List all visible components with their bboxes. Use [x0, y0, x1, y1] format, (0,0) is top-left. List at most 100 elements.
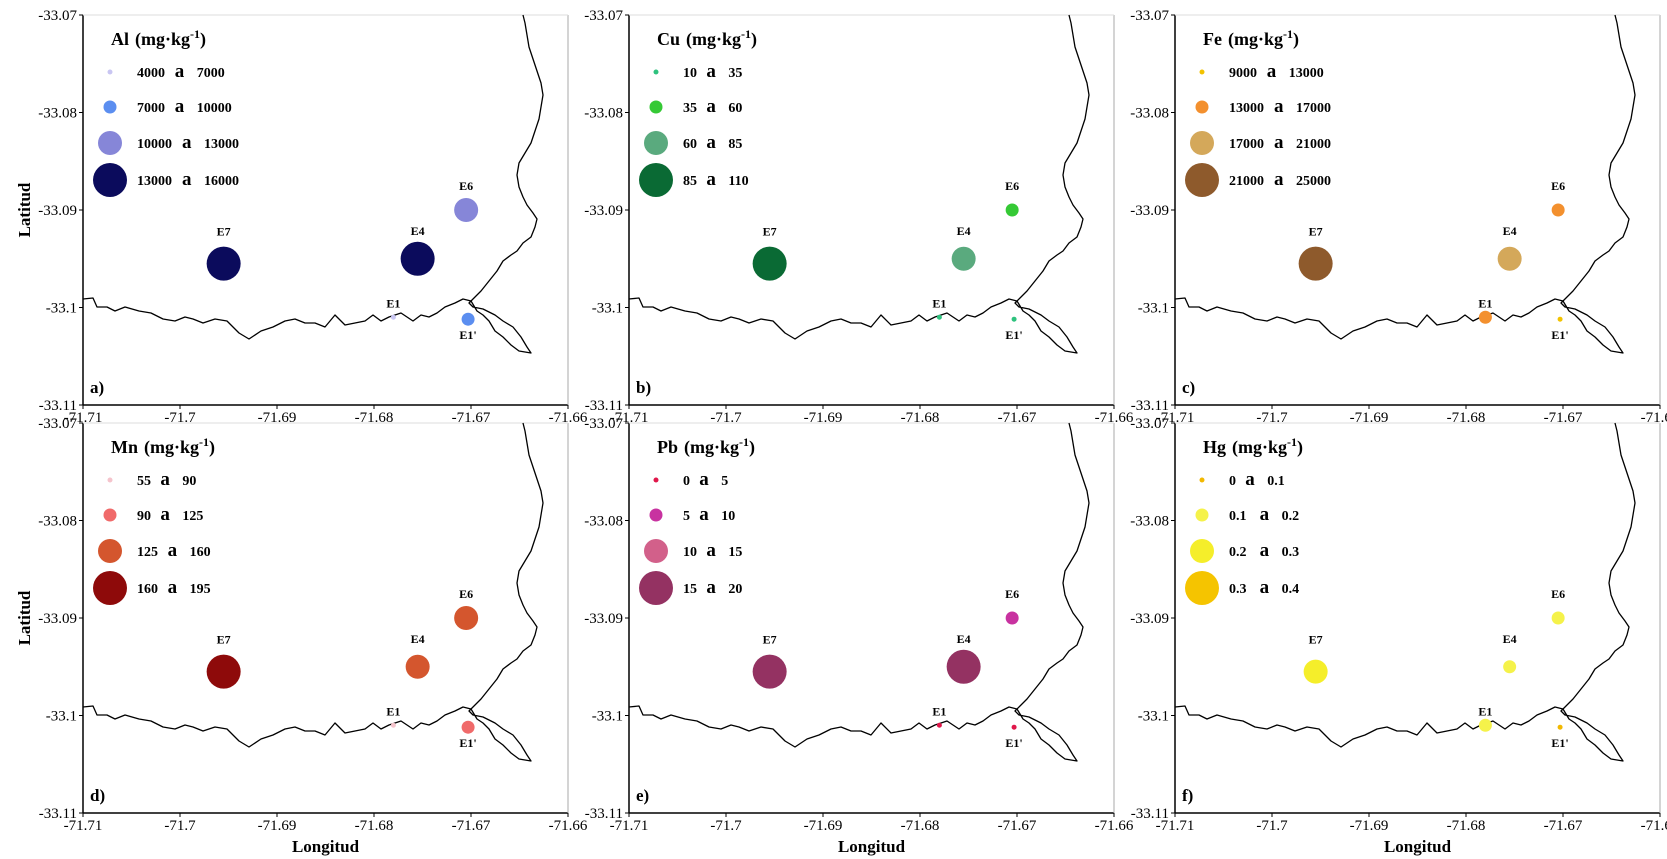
legend-title: Al (mg·kg-1)	[111, 27, 206, 50]
legend-marker	[644, 131, 668, 155]
x-tick-label: -71.66	[1641, 818, 1667, 834]
legend-high: 15	[728, 545, 742, 560]
x-tick-label: -71.68	[901, 410, 940, 426]
coastline	[1174, 14, 1636, 354]
x-tick-label: -71.7	[164, 818, 196, 834]
data-point	[936, 314, 942, 320]
site-label: E1	[932, 704, 946, 718]
y-tick-label: -33.08	[1130, 106, 1169, 122]
site-label: E1'	[1551, 328, 1568, 342]
data-point	[1551, 203, 1565, 217]
legend-high: 0.4	[1282, 582, 1300, 597]
legend-low: 0.1	[1229, 509, 1247, 524]
legend-title: Pb (mg·kg-1)	[657, 435, 755, 458]
legend-separator: a	[168, 540, 178, 561]
legend-separator: a	[706, 540, 716, 561]
legend-high: 13000	[1289, 66, 1324, 81]
legend-separator: a	[699, 469, 709, 490]
panel-letter: b)	[636, 378, 651, 397]
legend-separator: a	[1274, 132, 1284, 153]
legend-high: 16000	[204, 174, 239, 189]
legend-marker	[1199, 69, 1205, 75]
x-tick-label: -71.66	[549, 410, 588, 426]
legend-separator: a	[175, 61, 185, 82]
legend-marker	[103, 508, 117, 522]
legend-low: 4000	[137, 66, 165, 81]
legend-high: 21000	[1296, 137, 1331, 152]
panel-letter: a)	[90, 378, 104, 397]
x-tick-label: -71.71	[64, 818, 103, 834]
y-tick-label: -33.1	[46, 301, 77, 317]
legend-low: 35	[683, 101, 697, 116]
x-axis-title: Longitud	[292, 837, 360, 856]
site-label: E6	[1551, 587, 1565, 601]
panel-hg: -71.71 -71.7 -71.69 -71.68 -71.67 -71.66 -33.0…	[1130, 416, 1667, 834]
data-point	[951, 246, 976, 271]
site-label: E1	[386, 704, 400, 718]
legend-title-close: )	[1293, 29, 1299, 50]
legend-high: 0.1	[1267, 474, 1285, 489]
legend-title-unit: (mg·kg	[1232, 437, 1287, 458]
legend-marker	[93, 571, 127, 605]
site-label: E1	[386, 296, 400, 310]
legend-high: 110	[728, 174, 748, 189]
legend-separator: a	[1274, 169, 1284, 190]
y-tick-label: -33.1	[592, 709, 623, 725]
legend-high: 7000	[197, 66, 225, 81]
legend-title-close: )	[749, 437, 755, 458]
x-tick-label: -71.68	[901, 818, 940, 834]
site-label: E7	[1309, 225, 1323, 239]
site-label: E1'	[1551, 736, 1568, 750]
legend-title-unit: (mg·kg	[684, 437, 739, 458]
panel-letter: e)	[636, 786, 649, 805]
site-label: E6	[459, 587, 473, 601]
site-label: E7	[763, 633, 777, 647]
data-point	[1005, 611, 1019, 625]
x-tick-label: -71.69	[804, 410, 843, 426]
site-label: E4	[957, 224, 971, 238]
legend-high: 17000	[1296, 101, 1331, 116]
x-tick-label: -71.68	[355, 818, 394, 834]
site-label: E1'	[459, 328, 476, 342]
x-tick-label: -71.67	[998, 818, 1037, 834]
legend-title-element: Mn	[111, 437, 138, 457]
y-tick-label: -33.09	[584, 203, 623, 219]
y-tick-label: -33.09	[1130, 203, 1169, 219]
legend-title: Cu (mg·kg-1)	[657, 27, 757, 50]
site-label: E4	[1503, 632, 1517, 646]
data-point	[1298, 246, 1333, 281]
y-tick-label: -33.08	[38, 514, 77, 530]
legend-marker	[98, 131, 122, 155]
data-point	[1478, 310, 1492, 324]
legend-separator: a	[699, 504, 709, 525]
y-tick-label: -33.07	[1130, 8, 1169, 24]
legend-high: 10000	[197, 101, 232, 116]
data-point	[206, 246, 241, 281]
y-tick-label: -33.09	[584, 611, 623, 627]
legend-title-element: Cu	[657, 29, 680, 49]
legend-low: 0.3	[1229, 582, 1247, 597]
legend-marker	[1199, 477, 1205, 483]
coastline	[628, 14, 1090, 354]
legend-marker	[107, 69, 113, 75]
legend-separator: a	[160, 504, 170, 525]
legend-low: 13000	[137, 174, 172, 189]
x-tick-label: -71.7	[710, 818, 742, 834]
legend-separator: a	[1267, 61, 1277, 82]
legend-marker	[639, 163, 673, 197]
x-tick-label: -71.66	[1641, 410, 1667, 426]
coastline	[1174, 422, 1636, 762]
legend-title-unit: (mg·kg	[135, 29, 190, 50]
legend-high: 13000	[204, 137, 239, 152]
x-tick-label: -71.7	[710, 410, 742, 426]
legend-marker	[653, 69, 659, 75]
panel-letter: c)	[1182, 378, 1195, 397]
y-tick-label: -33.11	[39, 398, 77, 414]
legend-low: 0	[683, 474, 690, 489]
legend-separator: a	[706, 61, 716, 82]
legend-high: 25000	[1296, 174, 1331, 189]
site-label: E1	[1478, 296, 1492, 310]
x-tick-label: -71.67	[452, 818, 491, 834]
x-tick-label: -71.66	[549, 818, 588, 834]
legend-marker	[1190, 539, 1214, 563]
